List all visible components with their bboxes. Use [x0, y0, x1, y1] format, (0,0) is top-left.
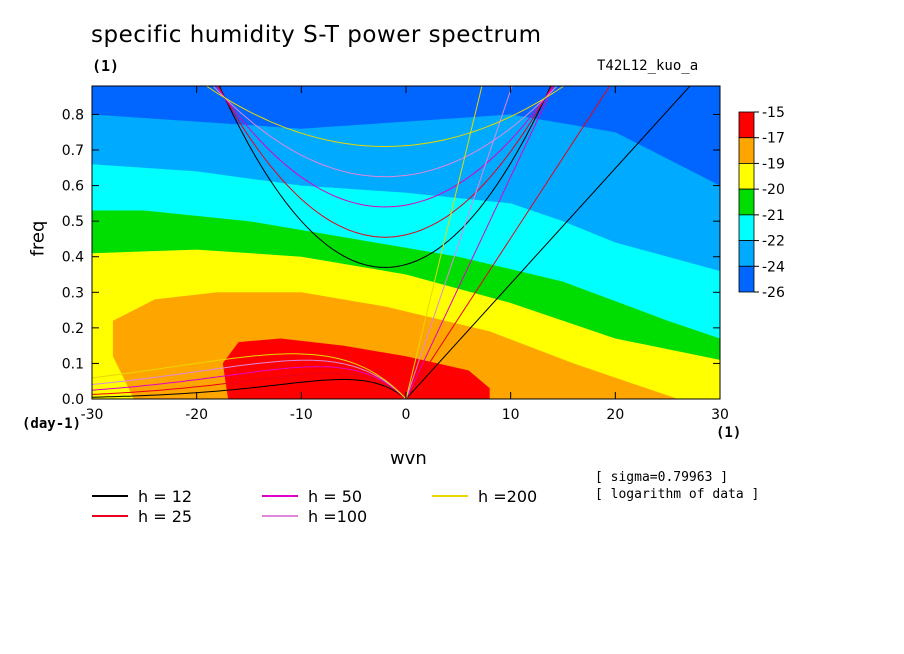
title-unit: (1)	[92, 57, 120, 75]
experiment-label: T42L12_kuo_a	[597, 58, 699, 74]
x-tick-label: -30	[81, 407, 104, 423]
legend-label: h = 12	[138, 486, 193, 506]
colorbar-label: -24	[762, 259, 785, 275]
colorbar-swatch	[738, 265, 755, 293]
y-tick-label: 0.8	[62, 107, 84, 123]
kelvin-ray-25	[405, 86, 611, 399]
log-note: [ logarithm of data ]	[595, 487, 760, 502]
colorbar-label: -19	[762, 156, 785, 172]
legend-item-h200: h =200	[432, 486, 538, 506]
colorbar-swatch	[738, 240, 755, 267]
contour-fill-layer	[92, 86, 720, 399]
y-tick-label: 0.5	[62, 214, 84, 230]
ig-curve-200	[205, 86, 565, 148]
y-axis-unit: (day-1)	[22, 416, 82, 432]
colorbar: -15 -17 -19 -20 -21 -22 -24 -26	[738, 105, 785, 301]
colorbar-swatch	[738, 111, 755, 139]
ig-curve-100	[212, 86, 558, 178]
rossby-curve-25	[92, 372, 407, 399]
legend-swatch	[262, 515, 298, 517]
legend-item-h100: h =100	[262, 506, 368, 526]
legend-label: h =100	[308, 506, 368, 526]
y-tick-label: 0.1	[62, 356, 84, 372]
y-tick-label: 0.7	[62, 143, 84, 159]
colorbar-label: -26	[762, 285, 785, 301]
x-tick-label: 30	[711, 407, 729, 423]
colorbar-swatch	[738, 163, 755, 190]
colorbar-label: -22	[762, 234, 785, 250]
colorbar-label: -17	[762, 131, 785, 147]
x-axis-unit: (1)	[716, 425, 742, 441]
y-tick-label: 0.0	[62, 392, 84, 408]
legend-label: h = 50	[308, 486, 363, 506]
legend-swatch	[92, 495, 128, 497]
rossby-curve-200	[92, 353, 407, 399]
colorbar-label: -15	[762, 105, 785, 121]
kelvin-ray-50	[405, 86, 555, 399]
kelvin-ray-200	[405, 86, 483, 399]
ig-curve-12	[218, 86, 552, 268]
legend-item-h50: h = 50	[262, 486, 363, 506]
y-tick-label: 0.4	[62, 250, 84, 266]
y-axis-label: freq	[27, 220, 49, 257]
kelvin-ray-12	[405, 86, 691, 399]
x-tick-label: -20	[185, 407, 208, 423]
axis-layer: -30 -20 -10 0 10 20 30 0.0 0.1 0.2 0.3 0.4 0.5 0.6 0.7…	[62, 86, 729, 423]
colorbar-label: -21	[762, 208, 785, 224]
ig-curve-50	[215, 86, 555, 208]
x-tick-label: -10	[290, 407, 313, 423]
y-tick-label: 0.3	[62, 285, 84, 301]
x-tick-label: 0	[402, 407, 411, 423]
ig-curve-25	[217, 86, 553, 238]
chart-title: specific humidity S-T power spectrum	[91, 22, 542, 48]
y-tick-label: 0.6	[62, 179, 84, 195]
colorbar-swatch	[738, 188, 755, 216]
legend-swatch	[262, 495, 298, 497]
legend-item-h25: h = 25	[92, 506, 193, 526]
legend-label: h =200	[478, 486, 538, 506]
legend-swatch	[92, 515, 128, 517]
rossby-curve-100	[92, 359, 407, 399]
sigma-note: [ sigma=0.79963 ]	[595, 470, 729, 485]
x-tick-label: 10	[502, 407, 520, 423]
rossby-curve-12	[92, 378, 407, 399]
colorbar-label: -20	[762, 182, 785, 198]
colorbar-swatch	[738, 137, 755, 164]
kelvin-ray-100	[405, 86, 513, 399]
legend-item-h12: h = 12	[92, 486, 193, 506]
x-axis-label: wvn	[390, 448, 427, 469]
legend-label: h = 25	[138, 506, 193, 526]
y-tick-label: 0.2	[62, 321, 84, 337]
x-tick-label: 20	[606, 407, 624, 423]
rossby-curve-50	[92, 366, 407, 399]
dispersion-curve-layer	[92, 86, 691, 399]
colorbar-swatch	[738, 214, 755, 241]
legend-swatch	[432, 495, 468, 497]
